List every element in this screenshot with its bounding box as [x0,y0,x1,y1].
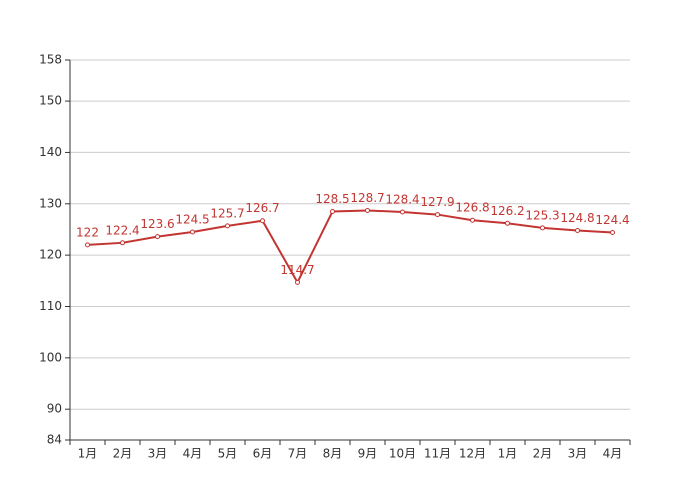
value-label: 124.5 [175,213,209,227]
value-label: 128.4 [385,193,419,207]
point [330,208,335,214]
point [225,223,230,229]
y-tick-label: 100 [39,350,62,364]
value-label: 123.6 [140,217,174,231]
y-tick-label: 110 [39,299,62,313]
point [155,234,160,240]
value-label: 125.7 [210,206,244,220]
x-tick-label: 2月 [533,447,553,461]
line [87,209,613,285]
value-label: 122 [76,225,99,239]
point [575,227,580,233]
value-label: 127.9 [420,195,454,209]
y-tick-label: 150 [39,94,62,108]
value-label: 126.7 [245,201,279,215]
y-tick-label: 84 [47,433,62,447]
y-tick-label: 140 [39,145,62,159]
x-tick-label: 7月 [288,447,308,461]
value-label: 125.3 [525,208,559,222]
x-tick-label: 1月 [498,447,518,461]
point [365,207,370,213]
y-tick-label: 130 [39,196,62,210]
y-tick-label: 158 [39,53,62,67]
x-tick-label: 1月 [78,447,98,461]
point [435,212,440,218]
x-tick-label: 5月 [218,447,238,461]
x-tick-label: 4月 [603,447,623,461]
x-tick-label: 12月 [459,447,486,461]
point [400,209,405,215]
value-label: 128.7 [350,191,384,205]
point [610,230,615,236]
value-label: 126.8 [455,201,489,215]
point [85,242,90,248]
value-label: 114.7 [280,263,314,277]
point [505,220,510,226]
value-label: 126.2 [490,204,524,218]
point [540,225,545,231]
x-tick-label: 3月 [148,447,168,461]
point [470,217,475,223]
y-tick-label: 120 [39,248,62,262]
x-tick-label: 8月 [323,447,343,461]
value-label: 124.8 [560,211,594,225]
x-tick-label: 10月 [389,447,416,461]
point [120,240,125,246]
value-label: 122.4 [105,223,139,237]
value-label: 128.5 [315,192,349,206]
point [260,218,265,224]
point [295,279,300,285]
x-tick-label: 11月 [424,447,451,461]
x-tick-label: 3月 [568,447,588,461]
point [190,229,195,235]
x-tick-label: 9月 [358,447,378,461]
x-tick-label: 2月 [113,447,133,461]
value-label: 124.4 [595,213,629,227]
y-tick-label: 90 [47,402,62,416]
x-tick-label: 6月 [253,447,273,461]
x-tick-label: 4月 [183,447,203,461]
